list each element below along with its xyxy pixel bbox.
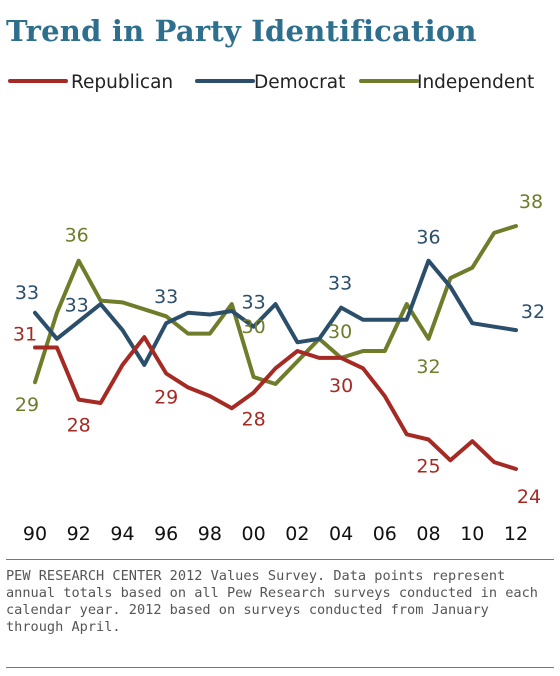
x-tick-label: 00 [242,523,266,545]
x-tick-label: 98 [198,523,222,545]
data-label-democrat-2000: 33 [242,292,266,314]
x-tick-label: 90 [23,523,47,545]
series-lines [33,224,518,471]
data-label-republican-2012: 24 [517,486,541,508]
top-rule [6,559,554,560]
x-tick-label: 92 [67,523,91,545]
data-label-democrat-1990: 33 [15,282,39,304]
legend-label-republican: Republican [71,72,173,93]
x-tick-label: 08 [416,523,440,545]
bottom-rule [6,667,554,668]
x-tick-label: 96 [154,523,178,545]
x-tick-label: 04 [329,523,353,545]
line-chart: Republican Democrat Independent 31 28 29 28 30… [8,72,545,545]
x-tick-label: 12 [504,523,528,545]
x-axis-ticks: 90 92 94 96 98 00 02 04 06 08 10 12 [23,523,528,545]
democrat-line [33,258,518,367]
chart-title: Trend in Party Identification [6,14,477,48]
data-label-independent-2008: 32 [416,356,440,378]
republican-line [33,335,518,471]
data-label-republican-2008: 25 [416,456,440,478]
data-label-democrat-1992: 33 [65,295,89,317]
legend-label-democrat: Democrat [254,72,345,93]
data-label-republican-1990: 31 [13,324,37,346]
data-label-republican-2004: 30 [329,375,353,397]
x-tick-label: 94 [110,523,134,545]
data-label-democrat-2012: 32 [521,301,545,323]
data-label-democrat-2004: 33 [328,273,352,295]
legend-label-independent: Independent [417,72,534,93]
data-label-independent-2000: 30 [242,316,266,338]
source-note: PEW RESEARCH CENTER 2012 Values Survey. … [6,568,538,635]
data-label-republican-2000: 28 [242,409,266,431]
data-label-independent-2012: 38 [519,191,543,213]
data-label-democrat-1996: 33 [154,286,178,308]
x-tick-label: 10 [460,523,484,545]
data-labels: 31 28 29 28 30 25 24 33 33 33 33 33 36 32 29 36 30 30 32 38 [13,191,545,508]
x-tick-label: 06 [373,523,397,545]
data-label-republican-1996: 29 [154,387,178,409]
legend: Republican Democrat Independent [8,72,534,93]
data-label-independent-1990: 29 [15,394,39,416]
x-tick-label: 02 [285,523,309,545]
independent-line [33,224,518,386]
data-label-independent-2004: 30 [328,321,352,343]
data-label-republican-1992: 28 [67,415,91,437]
data-label-independent-1992: 36 [65,225,89,247]
data-label-democrat-2008: 36 [416,227,440,249]
